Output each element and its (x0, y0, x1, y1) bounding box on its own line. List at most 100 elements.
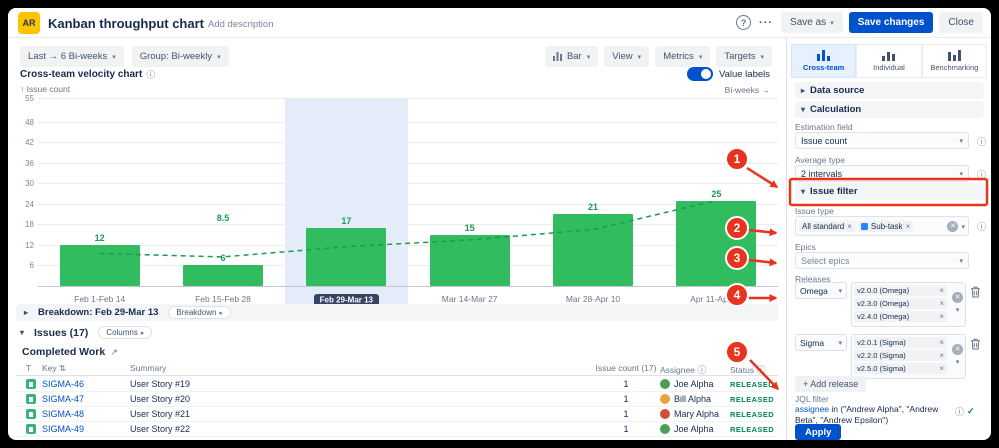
epics-select[interactable]: Select epics ▾ (795, 252, 969, 269)
remove-tag-icon[interactable]: × (939, 312, 944, 321)
column-type[interactable]: T (26, 363, 32, 373)
x-axis-label[interactable]: Mar 14-Mar 27 (441, 294, 498, 304)
jql-valid-check-icon: ✓ (967, 406, 975, 416)
add-description-link[interactable]: Add description (208, 19, 274, 30)
remove-tag-icon[interactable]: × (847, 221, 852, 231)
story-type-icon (26, 424, 36, 434)
more-menu-icon[interactable]: ··· (759, 16, 774, 29)
settings-sidebar: Cross-team Individual Benchmarking ▸ Data… (786, 38, 991, 440)
chevron-right-icon: ▸ (801, 86, 806, 95)
release-versions-select[interactable]: v2.0.1 (Sigma) × v2.2.0 (Sigma) × v2.5.0 (Si… (851, 334, 966, 379)
apply-button[interactable]: Apply (795, 424, 842, 440)
x-axis-label[interactable]: Mar 28-Apr 10 (565, 294, 621, 304)
close-button[interactable]: Close (939, 12, 983, 33)
chevron-down-icon[interactable]: ▾ (955, 307, 960, 314)
issue-key-link[interactable]: SIGMA-47 (42, 394, 85, 404)
remove-tag-icon[interactable]: × (939, 299, 944, 308)
average-type-select[interactable]: 2 intervals ▾ (795, 165, 969, 182)
clear-icon[interactable]: ✕ (947, 221, 959, 232)
save-changes-button[interactable]: Save changes (848, 12, 934, 33)
time-range-select[interactable]: Last → 6 Bi-weeks ▾ (20, 46, 124, 67)
value-labels-toggle[interactable] (686, 67, 713, 81)
chart-bar[interactable] (306, 227, 387, 286)
add-release-button[interactable]: + Add release (795, 376, 867, 392)
bar-chart-icon (882, 52, 896, 61)
tab-benchmarking[interactable]: Benchmarking (921, 44, 987, 78)
delete-release-icon[interactable] (970, 334, 984, 355)
issue-type-select[interactable]: All standard × Sub-task × ✕ ▾ (795, 216, 969, 236)
jql-filter-input[interactable]: assignee in ("Andrew Alpha", "Andrew Bet… (795, 404, 955, 427)
save-as-button[interactable]: Save as ▾ (781, 12, 843, 33)
chevron-down-icon[interactable]: ▾ (955, 359, 960, 366)
column-summary[interactable]: Summary (130, 363, 167, 373)
column-key[interactable]: Key ⇅ (42, 363, 67, 373)
breakdown-label: Breakdown: Feb 29-Mar 13 (38, 307, 159, 318)
assignee-name: Joe Alpha (674, 379, 714, 389)
section-issue-filter[interactable]: ▾ Issue filter (795, 183, 984, 200)
clear-icon[interactable]: ✕ (952, 292, 963, 303)
chevron-right-icon: ▸ (140, 329, 145, 337)
external-link-icon[interactable]: ↗ (110, 346, 118, 357)
section-calculation[interactable]: ▾ Calculation (795, 101, 984, 118)
app-window: AR Kanban throughput chart Add descripti… (8, 8, 991, 440)
remove-tag-icon[interactable]: × (939, 286, 944, 295)
estimation-field-select[interactable]: Issue count ▾ (795, 132, 969, 149)
breakdown-button[interactable]: Breakdown ▸ (168, 306, 231, 319)
x-axis-label[interactable]: Feb 15-Feb 28 (195, 294, 251, 304)
clear-icon[interactable]: ✕ (952, 344, 963, 355)
tab-cross-team[interactable]: Cross-team (791, 44, 857, 78)
issues-title: Issues (17) (34, 326, 89, 339)
issues-section-header[interactable]: ▾ Issues (17) Columns ▸ (20, 326, 153, 339)
columns-button[interactable]: Columns ▸ (98, 326, 153, 339)
chart-bar[interactable] (429, 234, 510, 286)
x-axis-label[interactable]: Feb 29-Mar 13 (285, 293, 407, 306)
status-badge: RELEASED (730, 410, 775, 419)
table-row[interactable]: SIGMA-48 User Story #21 1 Mary Alpha RELEASE… (16, 407, 778, 422)
x-axis-baseline (38, 286, 778, 287)
column-issue-count[interactable]: Issue count (17) (595, 363, 657, 373)
column-assignee[interactable]: Assignee ⓘ (660, 365, 707, 375)
page-title: Kanban throughput chart (48, 16, 204, 31)
bar-chart-icon (817, 50, 831, 61)
release-name-select[interactable]: Omega ▾ (795, 282, 847, 299)
y-axis-tick: 6 (29, 261, 34, 271)
help-icon[interactable]: ? (736, 15, 752, 30)
table-row[interactable]: SIGMA-46 User Story #19 1 Joe Alpha RELEASED (16, 377, 778, 392)
breakdown-bar[interactable]: ▸ Breakdown: Feb 29-Mar 13 Breakdown ▸ (16, 304, 778, 321)
issue-key-link[interactable]: SIGMA-49 (42, 424, 85, 434)
status-badge: RELEASED (730, 425, 775, 434)
column-status[interactable]: Status ⓘ (730, 365, 766, 375)
issue-summary: User Story #19 (130, 379, 191, 389)
chart-type-select[interactable]: Bar ▾ (544, 46, 599, 67)
issue-assignee: Joe Alpha (660, 379, 714, 389)
remove-tag-icon[interactable]: × (939, 351, 944, 360)
section-data-source[interactable]: ▸ Data source (795, 82, 984, 99)
table-row[interactable]: SIGMA-49 User Story #22 1 Joe Alpha RELEASED (16, 422, 778, 437)
chevron-down-icon: ▾ (838, 287, 842, 295)
targets-select[interactable]: Targets ▾ (716, 46, 772, 67)
chart-bar[interactable] (676, 200, 757, 286)
x-axis-label[interactable]: Feb 1-Feb 14 (74, 294, 126, 304)
version-tag: v2.5.0 (Sigma) × (854, 363, 947, 374)
bar-value-label: 6 (220, 253, 226, 264)
table-row[interactable]: SIGMA-47 User Story #20 1 Bill Alpha RELEASE… (16, 392, 778, 407)
release-name-select[interactable]: Sigma ▾ (795, 334, 847, 351)
tab-individual[interactable]: Individual (856, 44, 922, 78)
y-axis-tick: 30 (25, 179, 34, 189)
release-versions-select[interactable]: v2.0.0 (Omega) × v2.3.0 (Omega) × v2.4.0 (Om… (851, 282, 966, 327)
remove-tag-icon[interactable]: × (939, 338, 944, 347)
chart-bar[interactable] (553, 214, 633, 286)
issue-key-link[interactable]: SIGMA-48 (42, 409, 85, 419)
x-axis-label[interactable]: Apr 11-Apr 24 (690, 294, 743, 304)
chevron-down-icon[interactable]: ▾ (961, 223, 965, 231)
metrics-select[interactable]: Metrics ▾ (655, 46, 711, 67)
delete-release-icon[interactable] (970, 282, 984, 303)
velocity-chart: 55 48 42 36 30 24 18 12 6 12 Feb 1-Feb 14 6 Feb 15-F… (25, 94, 778, 306)
chart-bar[interactable] (183, 265, 263, 286)
issue-key-link[interactable]: SIGMA-46 (42, 379, 85, 389)
chart-bar[interactable] (59, 244, 140, 286)
group-by-select[interactable]: Group: Bi-weekly ▾ (131, 46, 229, 67)
remove-tag-icon[interactable]: × (905, 221, 911, 231)
view-select[interactable]: View ▾ (604, 46, 650, 67)
remove-tag-icon[interactable]: × (939, 364, 944, 373)
